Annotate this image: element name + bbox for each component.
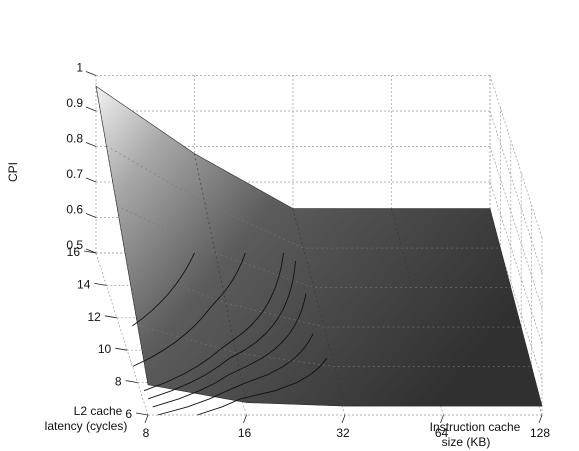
x-tick-label-2: 32: [336, 426, 350, 440]
y-tick-mark-4: [94, 283, 107, 286]
z-tick-label-3: 0.8: [66, 132, 83, 146]
contour-level-3: [148, 261, 297, 400]
z-tick-label-2: 0.7: [66, 167, 83, 181]
contour-level-5: [132, 252, 246, 367]
x-axis-label-line1: Instruction cache: [430, 420, 521, 434]
y-tick-mark-3: [104, 315, 117, 319]
x-tick-label-4: 128: [530, 426, 550, 440]
grid-sidewall-z-0.9: [489, 110, 543, 274]
z-tick-mark-4: [85, 106, 97, 112]
y-axis-label-line1: L2 cache: [74, 404, 123, 418]
y-tick-label-2: 10: [98, 342, 112, 356]
y-tick-label-3: 12: [87, 310, 101, 324]
x-tick-label-1: 16: [238, 426, 252, 440]
z-tick-mark-5: [85, 71, 97, 76]
x-axis-label-line2: size (KB): [442, 435, 491, 449]
z-tick-label-1: 0.6: [66, 203, 83, 217]
surface-gridline-y-12: [116, 205, 511, 288]
z-tick-label-0: 0.5: [66, 238, 83, 252]
y-tick-mark-2: [115, 347, 128, 351]
surface-gridline-x-128: [489, 208, 543, 407]
y-tick-mark-5: [83, 250, 97, 254]
z-tick-label-4: 0.9: [66, 96, 83, 110]
surface-gridline-y-10: [127, 265, 522, 328]
y-tick-mark-0: [135, 412, 149, 416]
contour-level-0: [197, 358, 328, 416]
y-tick-mark-1: [125, 380, 138, 383]
x-tick-label-3: 64: [435, 426, 449, 440]
z-tick-label-5: 1: [76, 61, 83, 75]
y-tick-label-4: 14: [77, 277, 91, 291]
z-axis-label: CPI: [6, 162, 20, 182]
surface-gridline-y-14: [106, 145, 501, 249]
grid-sidewall-z-0.8: [489, 146, 543, 309]
surface-gridline-x-8: [95, 86, 149, 385]
x-tick-mark-4: [538, 414, 543, 424]
contour-lines: [132, 252, 328, 416]
z-tick-mark-3: [85, 142, 97, 147]
contour-level-4: [143, 252, 284, 392]
surface-patch: [95, 85, 543, 407]
z-tick-mark-2: [85, 177, 97, 183]
x-tick-mark-1: [243, 414, 247, 424]
x-tick-mark-0: [144, 414, 149, 424]
cpi-surface: [95, 85, 543, 407]
x-tick-mark-2: [341, 414, 346, 424]
x-tick-label-0: 8: [143, 426, 150, 440]
y-tick-label-5: 16: [67, 245, 81, 259]
y-axis-label-line2: latency (cycles): [45, 419, 128, 433]
grid-floor-x-8: [95, 252, 149, 416]
z-tick-mark-1: [85, 213, 97, 218]
x-tick-mark-3: [440, 414, 444, 424]
contour-level-6: [132, 252, 195, 327]
contour-level-2: [152, 293, 307, 408]
contour-level-1: [157, 333, 314, 416]
y-tick-label-1: 8: [115, 375, 122, 389]
surface-gridline-x-32: [292, 208, 346, 407]
surface-gridline-y-8: [137, 324, 532, 367]
surface-gridline-x-16: [194, 153, 247, 403]
grid-sidewall-z-0.7: [489, 181, 543, 345]
grid-sidewall-z-1: [489, 75, 543, 238]
y-tick-label-0: 6: [125, 407, 132, 421]
surface-gridline-x-64: [391, 208, 444, 407]
